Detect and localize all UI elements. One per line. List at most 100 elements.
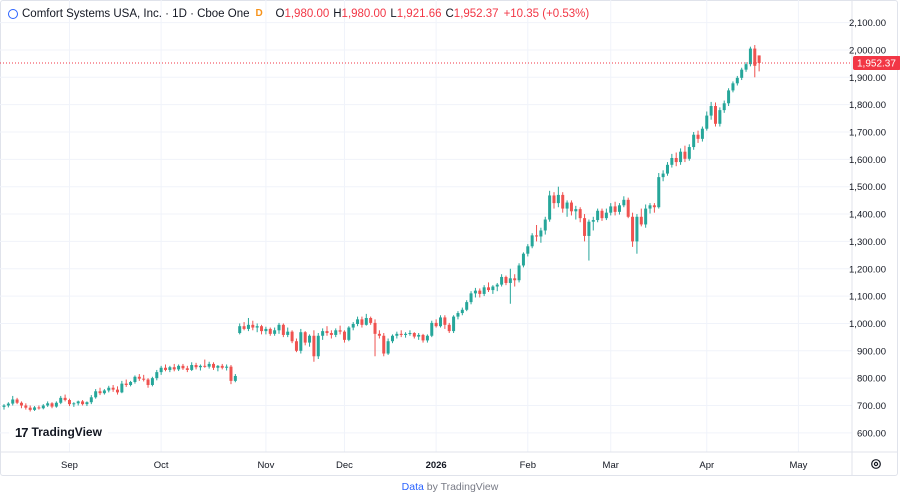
candle-body bbox=[155, 372, 159, 379]
candle bbox=[246, 317, 250, 332]
y-tick-label: 1,800.00 bbox=[849, 100, 886, 111]
candle bbox=[63, 394, 67, 402]
candle bbox=[735, 75, 739, 86]
candle-body bbox=[513, 278, 517, 281]
candle-body bbox=[600, 210, 604, 219]
candle-body bbox=[692, 134, 696, 148]
candle-body bbox=[683, 151, 687, 159]
candle bbox=[190, 362, 194, 372]
candle bbox=[626, 197, 630, 219]
candle-body bbox=[268, 328, 272, 334]
candle bbox=[225, 364, 229, 371]
candle bbox=[744, 62, 748, 72]
candle bbox=[325, 326, 329, 336]
settings-gear-icon[interactable] bbox=[870, 458, 882, 470]
candle-body bbox=[543, 219, 547, 231]
low-label: L bbox=[390, 8, 397, 20]
low-value: 1,921.66 bbox=[396, 8, 442, 20]
tradingview-logo[interactable]: 17 TradingView bbox=[9, 421, 108, 443]
candle-body bbox=[347, 327, 351, 340]
candle bbox=[565, 200, 569, 217]
candle bbox=[548, 190, 552, 222]
candle bbox=[76, 400, 80, 406]
data-link[interactable]: Data bbox=[401, 481, 424, 493]
candle-body bbox=[465, 302, 469, 310]
candle-body bbox=[556, 194, 560, 204]
x-tick-label: Dec bbox=[336, 460, 353, 471]
candle bbox=[329, 330, 333, 339]
price-chart[interactable]: 600.00 700.00 800.00 900.00 1,000.00 1,100.00… bbox=[0, 0, 900, 476]
candle-body bbox=[408, 333, 412, 335]
candle bbox=[177, 364, 181, 372]
symbol-title[interactable]: Comfort Systems USA, Inc. · 1D · Cboe On… bbox=[22, 8, 250, 20]
candle bbox=[81, 400, 85, 406]
candle-body bbox=[159, 367, 163, 373]
x-tick-label: Feb bbox=[520, 460, 536, 471]
candle-body bbox=[63, 397, 67, 401]
candle bbox=[508, 268, 512, 304]
candle-body bbox=[521, 253, 525, 266]
candle bbox=[404, 332, 408, 338]
candle bbox=[648, 203, 652, 214]
candle-body bbox=[312, 335, 316, 357]
symbol-legend[interactable]: Comfort Systems USA, Inc. · 1D · Cboe On… bbox=[8, 6, 589, 22]
candle-body bbox=[718, 110, 722, 124]
candle bbox=[386, 338, 390, 355]
candle-body bbox=[46, 403, 50, 406]
candle-body bbox=[203, 365, 207, 367]
candle bbox=[264, 326, 268, 335]
candle-body bbox=[469, 293, 473, 303]
candle bbox=[360, 316, 364, 328]
candle-body bbox=[107, 387, 111, 391]
candle bbox=[487, 282, 491, 292]
candle bbox=[500, 274, 504, 287]
candle-body bbox=[146, 379, 150, 385]
candle bbox=[408, 330, 412, 336]
candle bbox=[504, 275, 508, 286]
candle bbox=[452, 315, 456, 334]
candle bbox=[543, 216, 547, 235]
candle-body bbox=[28, 407, 32, 410]
candle bbox=[417, 333, 421, 340]
candle-body bbox=[94, 391, 98, 398]
y-tick-label: 1,300.00 bbox=[849, 237, 886, 248]
candle bbox=[172, 363, 176, 372]
candle-body bbox=[709, 106, 713, 116]
candle-body bbox=[360, 319, 364, 325]
candle-body bbox=[526, 246, 530, 254]
candle-body bbox=[753, 48, 757, 66]
candle-body bbox=[696, 134, 700, 139]
y-tick-label: 1,700.00 bbox=[849, 128, 886, 139]
candle bbox=[740, 67, 744, 81]
candle-body bbox=[744, 64, 748, 70]
candle bbox=[94, 389, 98, 399]
candle bbox=[395, 331, 399, 339]
candle bbox=[102, 389, 106, 395]
candle-body bbox=[89, 397, 93, 403]
candle bbox=[661, 170, 665, 182]
candle bbox=[443, 315, 447, 329]
candle-body bbox=[644, 208, 648, 225]
candle-body bbox=[613, 206, 617, 212]
last-price-tag-bg bbox=[853, 55, 900, 70]
candle bbox=[290, 330, 294, 344]
candle bbox=[338, 325, 342, 335]
candle bbox=[652, 203, 656, 213]
candle bbox=[425, 334, 429, 343]
y-tick-label: 1,600.00 bbox=[849, 155, 886, 166]
candle bbox=[251, 320, 255, 331]
last-price-tag: 1,952.37 bbox=[853, 55, 900, 70]
candle bbox=[308, 334, 312, 347]
candle-body bbox=[679, 151, 683, 163]
candle-body bbox=[299, 332, 303, 351]
candle bbox=[456, 311, 460, 320]
candle bbox=[164, 364, 168, 372]
candle-body bbox=[303, 332, 307, 343]
candle-body bbox=[622, 199, 626, 206]
last-price-label: 1,952.37 bbox=[857, 58, 896, 69]
candle-body bbox=[37, 407, 41, 409]
candle bbox=[421, 333, 425, 343]
candle bbox=[129, 380, 133, 387]
candle-body bbox=[220, 365, 224, 368]
candle-body bbox=[548, 195, 552, 220]
